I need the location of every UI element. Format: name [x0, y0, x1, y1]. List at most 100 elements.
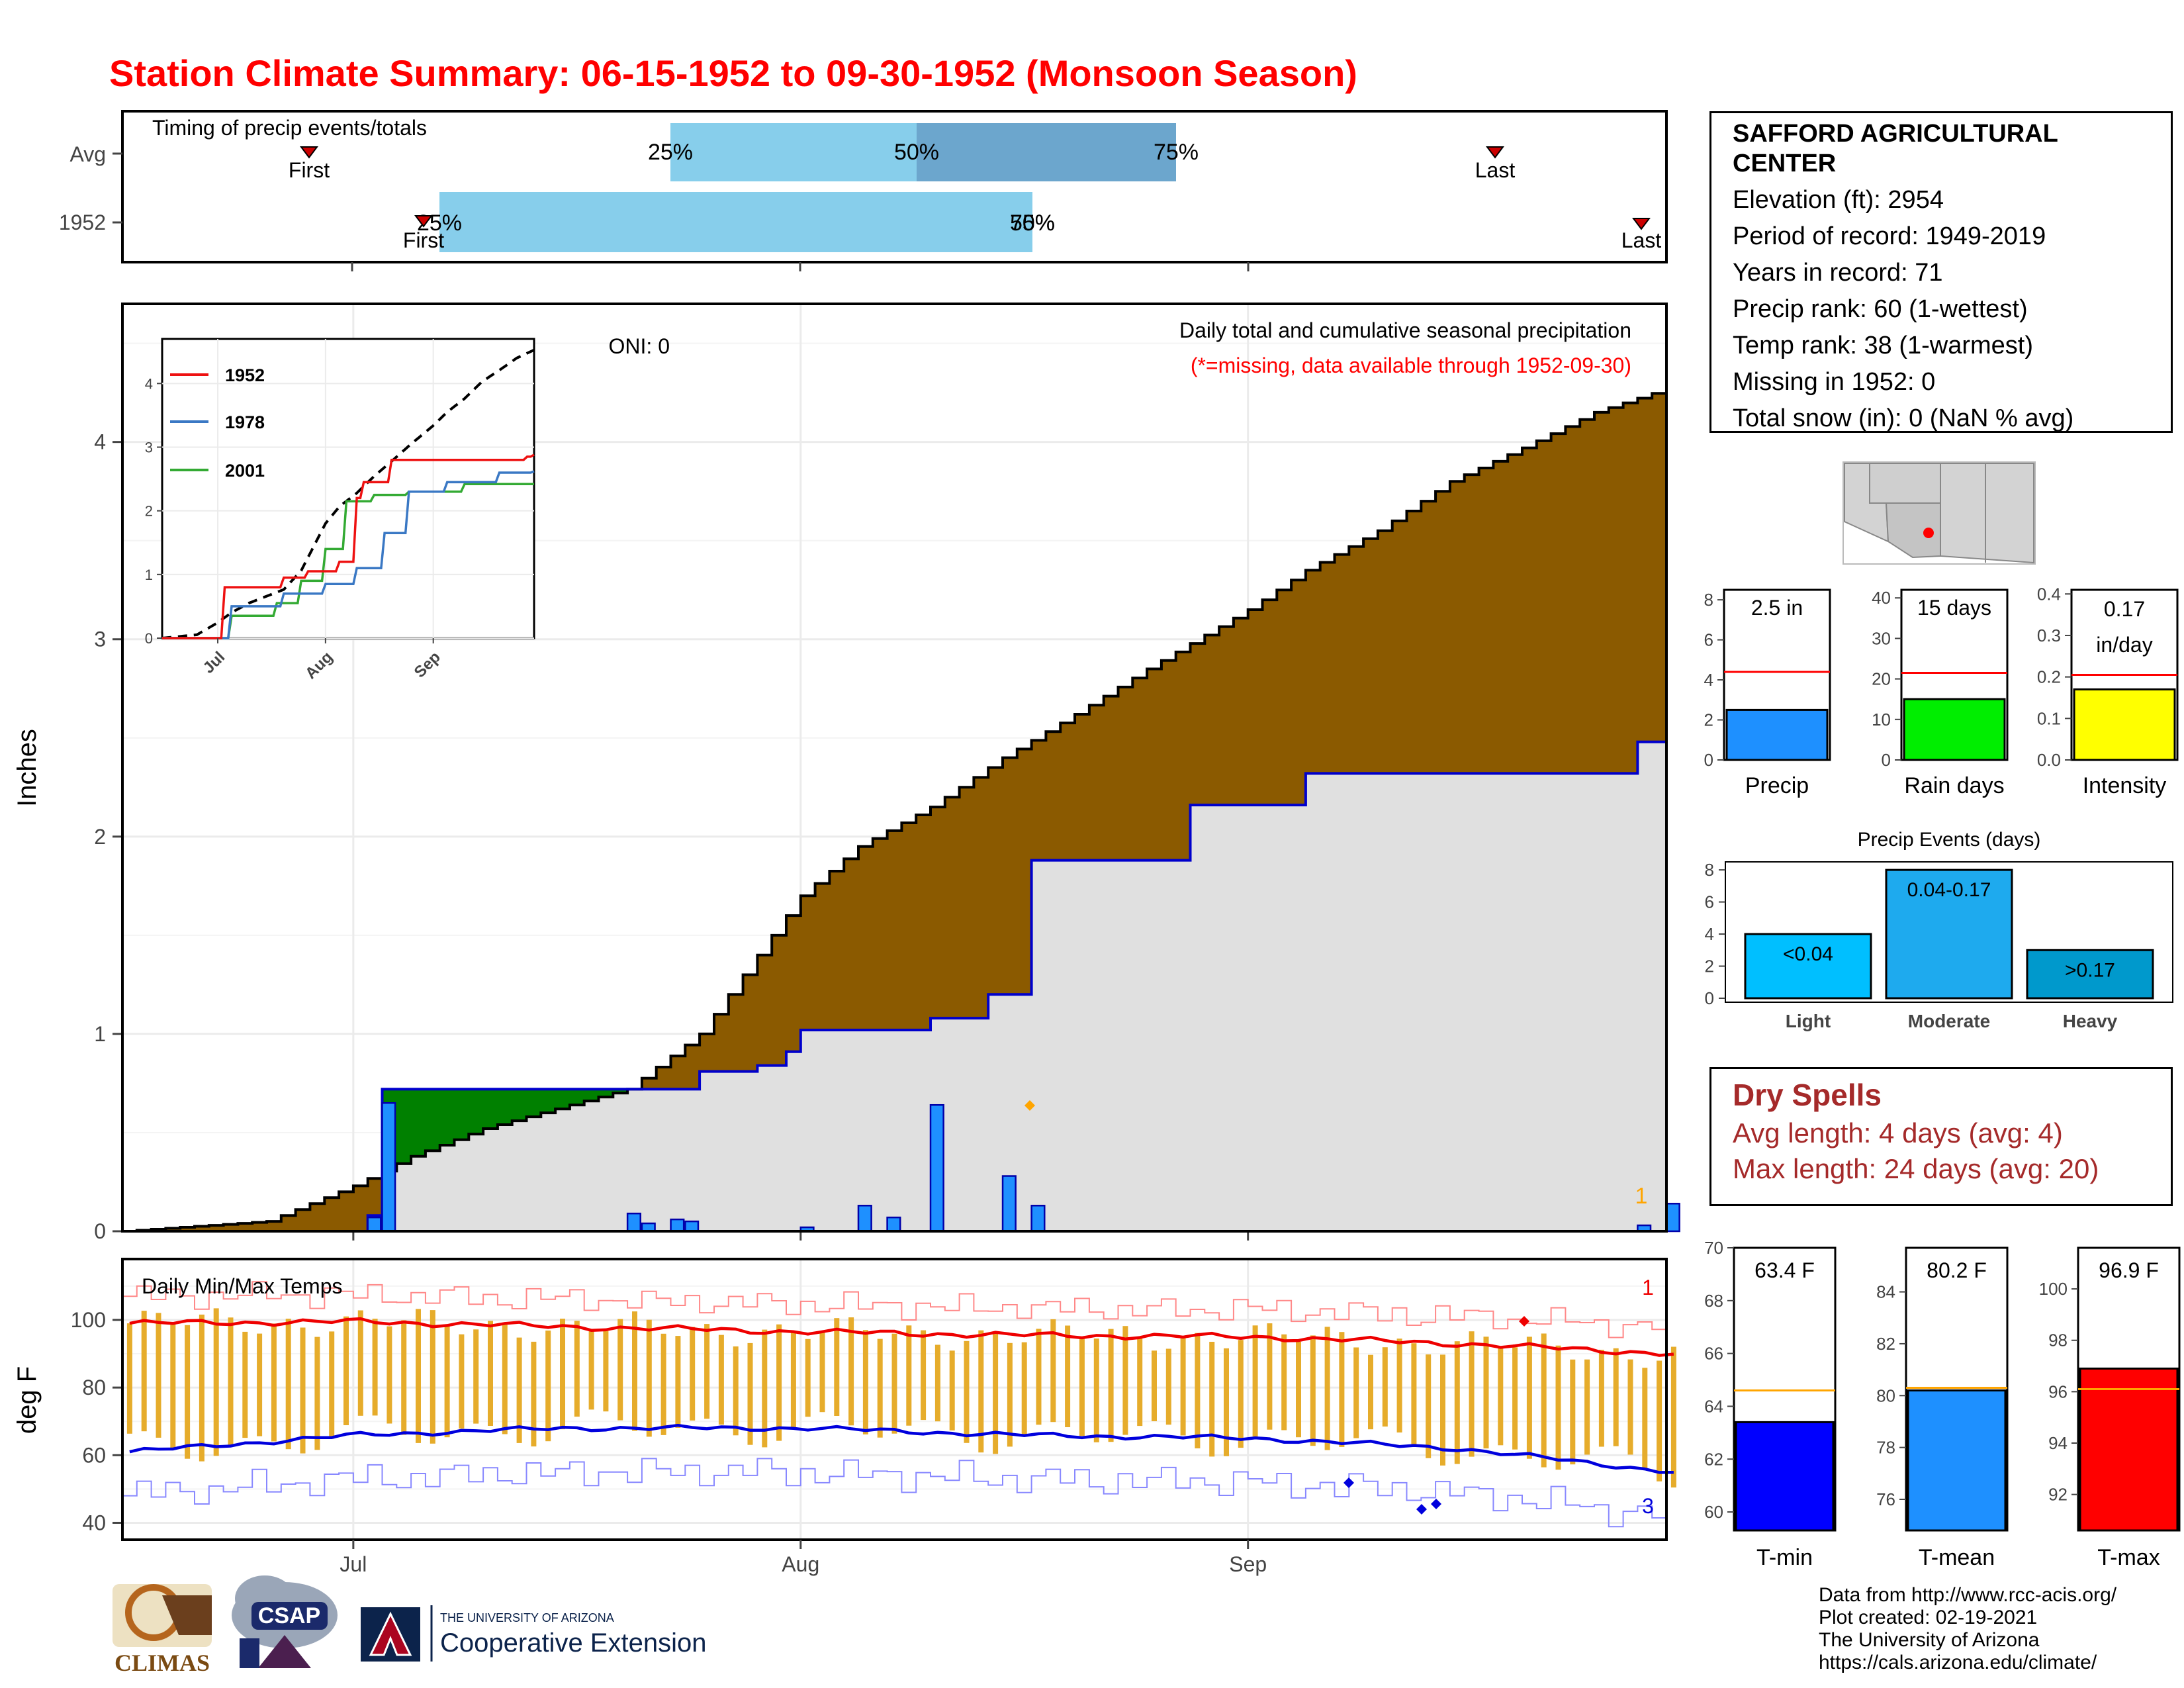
inset-ytick-label: 2 — [145, 503, 153, 520]
tmean-label: T-mean — [1919, 1545, 1995, 1570]
raindays-label: Rain days — [1904, 773, 2004, 798]
station-years: Years in record: 71 — [1733, 259, 1943, 287]
events-ytick-label: 0 — [1705, 988, 1714, 1008]
daily-temp-bar — [126, 1323, 132, 1434]
daily-temp-bar — [401, 1320, 407, 1435]
events-category-label: Light — [1786, 1011, 1831, 1031]
tmean-bar — [1907, 1389, 2007, 1532]
daily-temp-bar — [1050, 1319, 1056, 1423]
station-name: SAFFORD AGRICULTURAL — [1733, 120, 2058, 148]
events-bar-label: >0.17 — [2065, 959, 2115, 981]
daily-temp-bar — [199, 1314, 205, 1462]
precip-ytick-label: 6 — [1704, 630, 1713, 650]
ua-logo: THE UNIVERSITY OF ARIZONA Cooperative Ex… — [361, 1605, 706, 1662]
timing-1952-first: First — [403, 228, 444, 252]
temp-ytick-label: 40 — [82, 1511, 106, 1534]
daily-temp-bar — [459, 1334, 465, 1429]
precip-note: (*=missing, data available through 1952-… — [1191, 353, 1631, 377]
daily-temp-bar — [1613, 1348, 1619, 1446]
daily-temp-bar — [257, 1333, 263, 1436]
daily-temp-bar — [1065, 1325, 1071, 1427]
daily-temp-bar — [1469, 1331, 1475, 1457]
daily-temp-bar — [531, 1341, 537, 1447]
daily-temp-bar — [1238, 1340, 1244, 1448]
daily-temp-bar — [444, 1324, 450, 1438]
csap-mountain-icon — [258, 1635, 311, 1668]
daily-temp-bar — [1670, 1346, 1676, 1488]
tmin-ytick-label: 60 — [1704, 1502, 1723, 1522]
page-title: Station Climate Summary: 06-15-1952 to 0… — [109, 52, 1357, 94]
precip-ytick-label: 4 — [1704, 670, 1713, 690]
timing-title: Timing of precip events/totals — [152, 116, 427, 140]
daily-temp-bar — [1584, 1359, 1590, 1455]
daily-temp-bar — [473, 1329, 479, 1424]
tmean-value: 80.2 F — [1927, 1258, 1987, 1282]
daily-temp-bar — [329, 1331, 335, 1439]
oni-label: ONI: 0 — [609, 334, 670, 358]
precip-events-chart: Precip Events (days) 0 2 4 6 8 <0.04 Light 0.04… — [1705, 829, 2173, 1031]
temp-x-axis: Jul Aug Sep — [340, 1540, 1267, 1576]
station-missing: Missing in 1952: 0 — [1733, 368, 1936, 396]
csap-logo-text: CSAP — [258, 1603, 320, 1628]
precip-bar — [1725, 708, 1829, 761]
daily-temp-bar — [834, 1318, 840, 1416]
daily-temp-bar — [372, 1319, 378, 1416]
ua-logo-top-text: THE UNIVERSITY OF ARIZONA — [440, 1611, 614, 1624]
tmax-ytick-label: 96 — [2048, 1382, 2068, 1401]
daily-temp-bar — [588, 1331, 594, 1410]
daily-temp-bar — [1598, 1350, 1604, 1447]
tmin-value: 63.4 F — [1754, 1258, 1815, 1282]
daily-temp-bar — [1093, 1338, 1099, 1442]
tmean-ytick-label: 82 — [1876, 1334, 1895, 1354]
ua-logo-bottom-text: Cooperative Extension — [440, 1628, 706, 1658]
daily-temp-bar — [1021, 1342, 1027, 1435]
inset-avg-line — [161, 348, 535, 639]
daily-temp-bar — [357, 1310, 363, 1416]
avg-max-line — [129, 1317, 1674, 1357]
raindays-ytick-label: 10 — [1872, 710, 1891, 729]
daily-temp-bar — [1122, 1326, 1128, 1435]
timing-row-avg-label: Avg — [69, 142, 106, 166]
daily-temp-bar — [213, 1308, 219, 1456]
daily-temp-bar — [1252, 1325, 1258, 1437]
events-bar-label: <0.04 — [1783, 943, 1833, 965]
daily-temp-bar — [1108, 1329, 1114, 1442]
daily-temp-bar — [1079, 1337, 1085, 1436]
daily-precip-bar — [1665, 1203, 1680, 1233]
daily-temp-bar — [1642, 1368, 1648, 1469]
events-bar-heavy — [2026, 949, 2154, 1000]
intensity-bar — [2073, 688, 2176, 761]
daily-temp-bar — [1657, 1360, 1662, 1481]
daily-temp-bar — [141, 1311, 147, 1432]
daily-temp-bar — [1209, 1342, 1215, 1457]
timing-avg-50: 50% — [894, 140, 939, 165]
daily-temp-bar — [1498, 1347, 1504, 1446]
credits-line-4: https://cals.arizona.edu/climate/ — [1819, 1652, 2097, 1673]
climas-logo: CLIMAS — [113, 1584, 212, 1676]
daily-temp-bar — [1224, 1348, 1229, 1456]
precip-ytick-label: 3 — [94, 628, 106, 651]
daily-temp-bar — [603, 1331, 609, 1412]
tmax-ytick-label: 92 — [2048, 1485, 2068, 1505]
temp-ytick-label: 60 — [82, 1443, 106, 1467]
daily-temp-bar — [949, 1350, 955, 1430]
tmin-ytick-label: 68 — [1704, 1291, 1723, 1311]
temp-grid — [122, 1259, 1666, 1540]
daily-temp-bar — [934, 1344, 940, 1422]
daily-precip-bar — [1001, 1175, 1017, 1233]
dry-spells-box: Dry Spells Avg length: 4 days (avg: 4) M… — [1709, 1067, 2173, 1206]
precip-ytick-label: 1 — [94, 1022, 106, 1046]
timing-1952-50: 50% — [1010, 211, 1055, 236]
inset-ytick-label: 0 — [145, 630, 153, 647]
daily-precip-bar — [1030, 1204, 1046, 1233]
timing-avg-first-marker — [300, 146, 318, 159]
observed-cumulative-line — [122, 737, 1668, 1233]
daily-temp-bar — [1180, 1336, 1186, 1436]
record-max-count: 1 — [1642, 1276, 1654, 1299]
events-ytick-label: 6 — [1705, 892, 1714, 912]
station-location-dot — [1923, 528, 1934, 538]
daily-precip-bar — [367, 1216, 382, 1233]
credits-line-2: Plot created: 02-19-2021 — [1819, 1607, 2038, 1628]
daily-temp-bar — [516, 1337, 522, 1443]
